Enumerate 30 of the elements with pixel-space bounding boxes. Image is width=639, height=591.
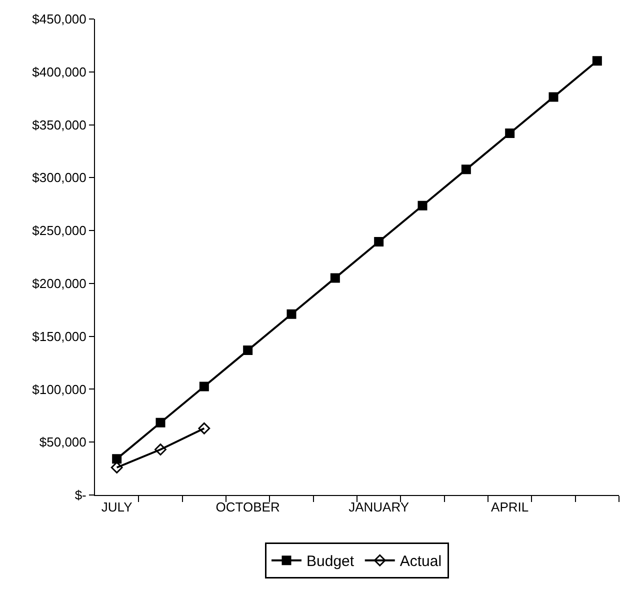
y-tick-label: $350,000	[32, 117, 86, 132]
point	[199, 382, 209, 392]
y-tick-label: $400,000	[32, 64, 86, 80]
point	[461, 164, 471, 174]
point	[374, 237, 384, 247]
y-tick-label: $50,000	[39, 434, 86, 450]
x-tick-label: JULY	[101, 500, 133, 515]
y-tick-label: $-	[74, 488, 86, 503]
y-tick-label: $150,000	[32, 328, 86, 344]
legend-label: Budget	[306, 553, 355, 570]
legend-label: Actual	[400, 553, 442, 570]
point	[198, 422, 210, 434]
y-tick-label: $200,000	[32, 276, 86, 291]
point	[112, 454, 122, 464]
point	[330, 273, 340, 283]
point	[418, 200, 428, 210]
point	[548, 92, 558, 102]
y-tick-label: $450,000	[32, 12, 86, 27]
y-tick-label: $100,000	[32, 382, 86, 397]
point	[243, 346, 253, 356]
point	[154, 444, 166, 456]
x-tick-label: JANUARY	[348, 500, 410, 515]
point	[156, 418, 166, 428]
x-tick-label: OCTOBER	[216, 500, 280, 515]
y-tick-label: $300,000	[32, 170, 86, 186]
point	[286, 309, 296, 319]
y-tick-label: $250,000	[32, 223, 86, 238]
point	[592, 56, 602, 66]
x-tick-label: APRIL	[491, 500, 529, 515]
point	[505, 128, 515, 138]
